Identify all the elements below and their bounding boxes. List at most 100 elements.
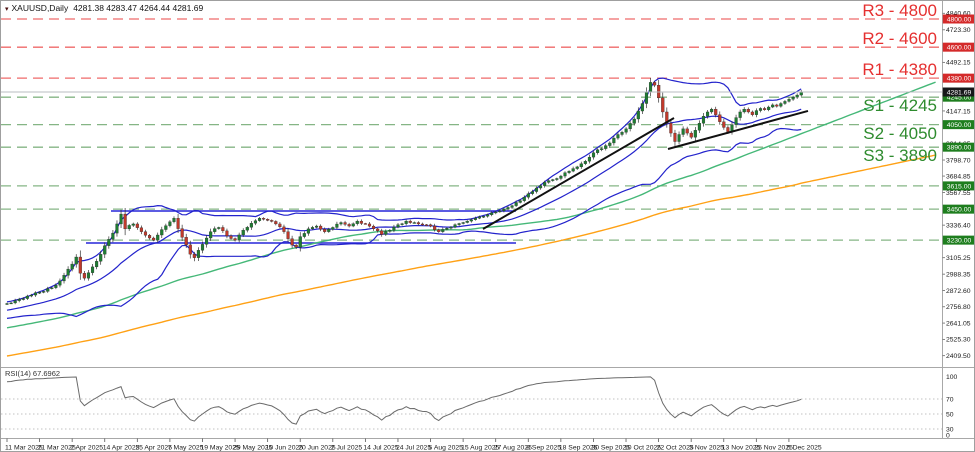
candle-body (66, 268, 70, 276)
candle-body (600, 148, 604, 150)
candle-body (50, 287, 54, 289)
candle-body (5, 303, 9, 305)
candle-body (710, 108, 714, 113)
date-tick-label: 10 Jun 2025 (266, 445, 304, 452)
date-tick-label: 2 Apr 2025 (70, 445, 103, 452)
candle-body (249, 223, 253, 228)
candle-body (486, 214, 490, 217)
candle-body (620, 132, 624, 135)
candle-body (604, 145, 608, 149)
rsi-scale-label: 100 (946, 374, 958, 381)
candle-body (184, 237, 188, 246)
slow-ma-line (6, 154, 936, 357)
candle-body (701, 116, 706, 124)
candle-body (135, 223, 139, 228)
candle-body (465, 220, 469, 223)
candle-body (176, 218, 180, 229)
candle-body (42, 291, 46, 293)
candle-body (555, 178, 559, 180)
candle-body (86, 272, 91, 279)
candle-body (539, 185, 543, 189)
candle-body (616, 134, 620, 139)
support-badge (942, 92, 974, 102)
trendline-object-2[interactable] (667, 110, 809, 150)
candle-body (677, 134, 681, 142)
resistance-badge-label: 4600.00 (947, 45, 972, 52)
candle-body (469, 219, 473, 222)
candle-body (306, 228, 310, 234)
candle-body (262, 218, 266, 220)
price-tick-label: 2409.50 (946, 353, 971, 360)
resistance-badge (942, 42, 974, 52)
main-plot-layer (1, 18, 942, 357)
candle-body (78, 256, 82, 274)
candle-body (58, 280, 62, 286)
date-tick-label: 30 Sep 2025 (591, 445, 630, 452)
candle-body (192, 254, 196, 258)
candle-body (596, 149, 600, 153)
candle-body (661, 97, 665, 113)
candle-body (453, 224, 457, 228)
candle-body (359, 220, 363, 224)
candle-body (131, 223, 135, 226)
candle-body (29, 294, 33, 297)
candle-body (722, 121, 726, 128)
date-tick-label: 25 Apr 2025 (135, 445, 172, 452)
price-tick-label: 3798.70 (946, 157, 971, 164)
date-tick-label: 11 Mar 2025 (5, 445, 43, 452)
date-tick-label: 10 Oct 2025 (624, 445, 661, 452)
date-tick-label: 5 Dec 2025 (787, 445, 822, 452)
candle-body (506, 207, 510, 210)
candle-body (795, 94, 799, 98)
candle-body (457, 223, 461, 225)
candle-body (257, 218, 262, 221)
candle-body (494, 211, 498, 214)
ohlc-readout: 4281.38 4283.47 4264.44 4281.69 (73, 3, 204, 13)
candle-body (514, 202, 518, 206)
date-tick-label: 14 Apr 2025 (103, 445, 140, 452)
price-tick-label: 3105.25 (946, 255, 971, 262)
candle-body (298, 236, 302, 248)
minor-support-badge (942, 181, 974, 191)
candle-body (376, 228, 380, 231)
trendline-object-1[interactable] (482, 117, 675, 230)
candle-body (180, 228, 184, 238)
candle-body (714, 108, 718, 115)
candle-body (9, 302, 13, 305)
candle-body (726, 127, 730, 132)
support-badge-label: 4245.00 (947, 95, 972, 102)
rsi-panel[interactable] (1, 376, 942, 430)
candle-body (241, 230, 245, 236)
candle-body (310, 227, 315, 230)
candle-body (551, 179, 555, 181)
candle-body (111, 232, 115, 240)
date-tick-label: 13 Nov 2025 (722, 445, 761, 452)
candle-body (571, 168, 575, 172)
date-tick-label: 20 Jun 2025 (298, 445, 336, 452)
candle-body (681, 128, 685, 135)
date-tick-label: 3 Nov 2025 (689, 445, 724, 452)
candle-body (103, 245, 107, 255)
candle-body (188, 244, 192, 255)
date-tick-label: 27 Aug 2025 (494, 445, 532, 452)
candle-body (74, 256, 78, 265)
candle-body (372, 225, 376, 230)
candle-body (490, 212, 494, 215)
price-tick-label: 3684.85 (946, 173, 971, 180)
candle-body (172, 218, 176, 222)
candle-body (152, 237, 156, 241)
candle-body (278, 223, 282, 228)
candle-body (209, 231, 213, 239)
candle-body (384, 231, 388, 235)
minor-support-badge (942, 204, 974, 214)
candle-body (229, 235, 233, 239)
candle-body (746, 108, 750, 113)
candle-body (518, 200, 522, 203)
minor-support-badge-label: 3230.00 (947, 238, 972, 245)
rsi-scale-label: 70 (946, 396, 954, 403)
candle-body (461, 222, 465, 224)
candle-body (767, 106, 771, 110)
collapse-icon[interactable]: ▾ (5, 6, 9, 13)
candle-body (612, 137, 616, 144)
